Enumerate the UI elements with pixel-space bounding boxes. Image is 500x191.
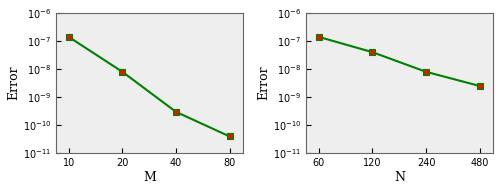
X-axis label: M: M [143, 171, 156, 184]
X-axis label: N: N [394, 171, 405, 184]
Y-axis label: Error: Error [7, 66, 20, 100]
Y-axis label: Error: Error [257, 66, 270, 100]
